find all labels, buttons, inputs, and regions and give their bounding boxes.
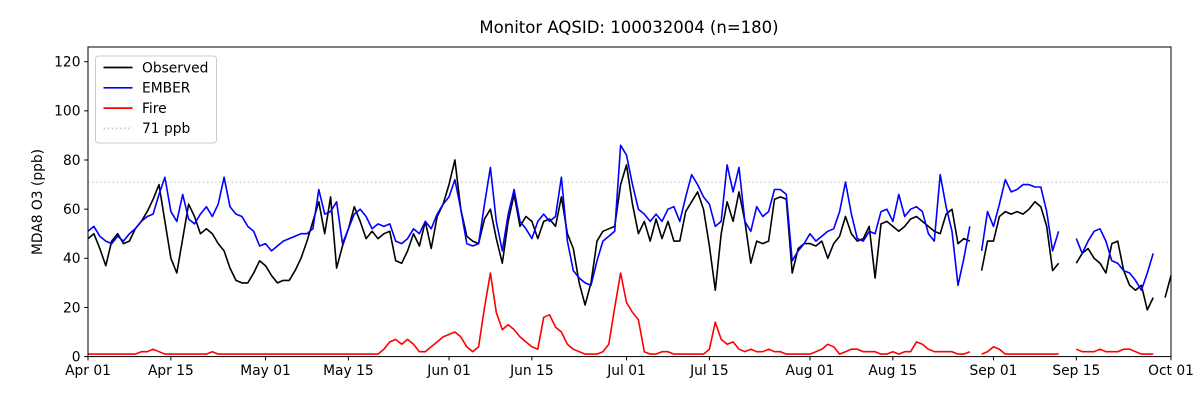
legend-label-threshold: 71 ppb (142, 121, 190, 137)
legend-label-ember: EMBER (142, 81, 191, 97)
x-tick-label: Jul 01 (606, 363, 646, 379)
x-tick-label: May 01 (240, 363, 290, 379)
x-tick-label: Sep 15 (1052, 363, 1100, 379)
series-observed-line (87, 159, 1172, 311)
series-fire-line (88, 272, 1154, 355)
y-tick-label: 20 (63, 300, 81, 316)
y-tick-label: 0 (72, 349, 81, 365)
plot-area: 0 20 40 60 80 100 120 Apr 01 Apr 15 May 01 May 15 J… (54, 46, 1194, 379)
x-tick-label: Jun 15 (509, 363, 554, 379)
x-tick-label: Sep 01 (969, 363, 1017, 379)
y-tick-label: 80 (63, 153, 81, 169)
x-tick-label: Apr 01 (65, 363, 111, 379)
x-tick-label: Oct 01 (1148, 363, 1194, 379)
y-tick-label: 120 (54, 55, 80, 71)
plot-frame (87, 46, 1172, 358)
x-tick-label: Apr 15 (148, 363, 194, 379)
y-tick-label: 40 (63, 251, 81, 267)
y-tick-label: 100 (54, 104, 80, 120)
x-tick-label: May 15 (323, 363, 373, 379)
x-tick-label: Aug 15 (868, 363, 917, 379)
x-tick-label: Jun 01 (426, 363, 471, 379)
chart-title: Monitor AQSID: 100032004 (n=180) (479, 18, 778, 37)
x-tick-label: Jul 15 (689, 363, 729, 379)
legend-label-fire: Fire (142, 101, 167, 117)
legend-box (95, 55, 217, 144)
legend: Observed EMBER Fire 71 ppb (95, 55, 217, 144)
series-ember-line (87, 144, 1154, 291)
legend-label-observed: Observed (142, 60, 208, 76)
y-tick-label: 60 (63, 202, 81, 218)
x-tick-label: Aug 01 (786, 363, 835, 379)
y-axis-label: MDA8 O3 (ppb) (30, 149, 46, 255)
